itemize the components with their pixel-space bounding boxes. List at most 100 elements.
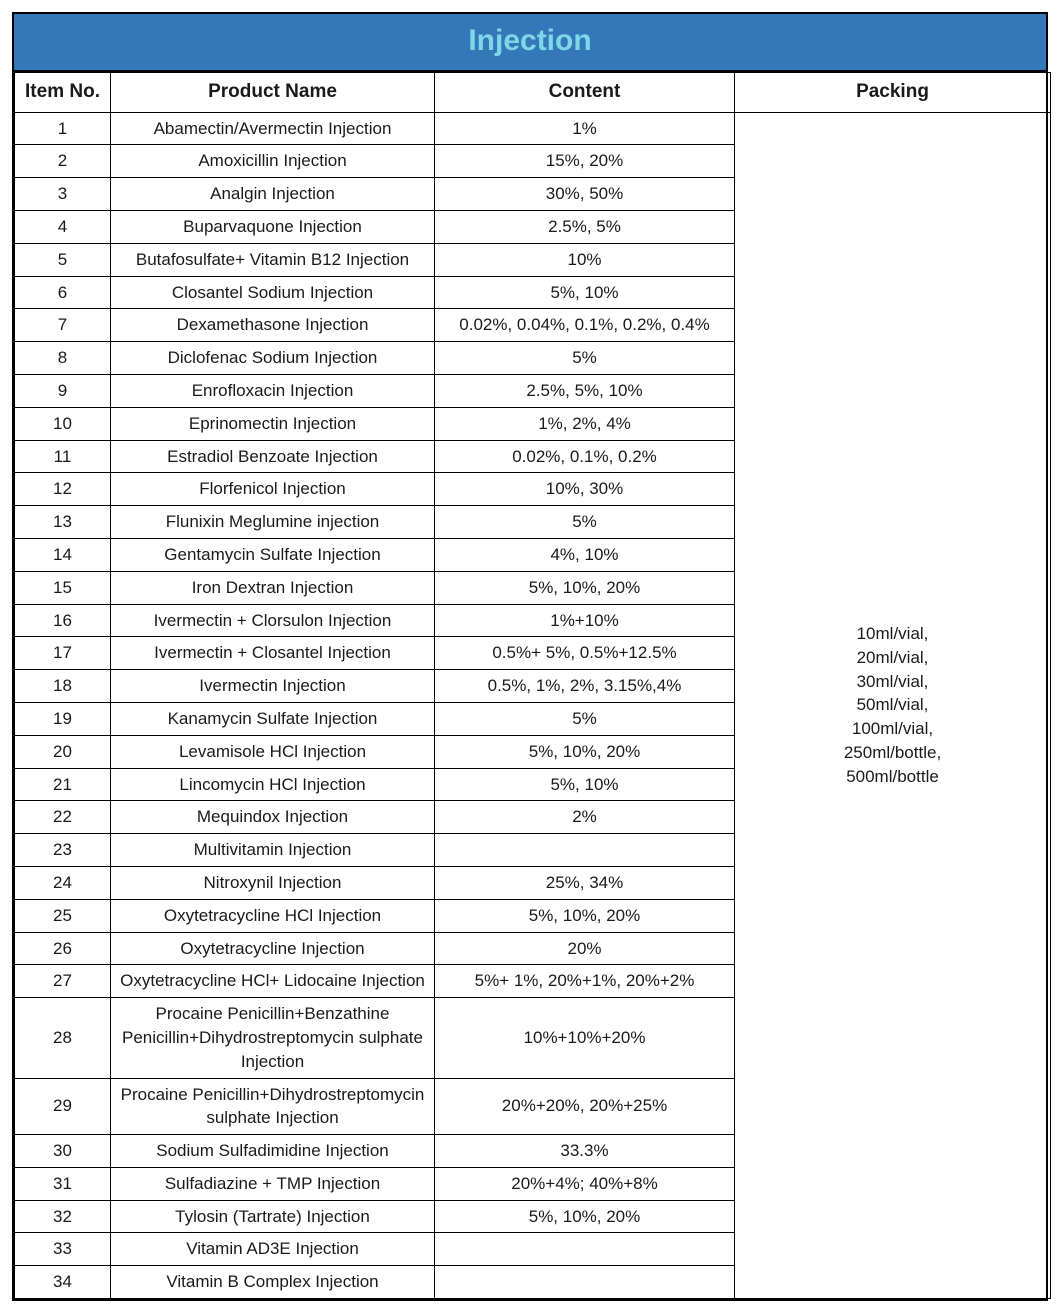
cell-product-name: Oxytetracycline HCl Injection (111, 899, 435, 932)
cell-content: 5% (435, 506, 735, 539)
cell-item-no: 4 (15, 210, 111, 243)
cell-content: 5% (435, 702, 735, 735)
cell-item-no: 7 (15, 309, 111, 342)
col-header-content: Content (435, 73, 735, 113)
cell-content: 5%, 10%, 20% (435, 735, 735, 768)
cell-item-no: 5 (15, 243, 111, 276)
col-header-product-name: Product Name (111, 73, 435, 113)
cell-content: 5%, 10%, 20% (435, 899, 735, 932)
cell-product-name: Ivermectin + Clorsulon Injection (111, 604, 435, 637)
cell-content (435, 834, 735, 867)
cell-item-no: 27 (15, 965, 111, 998)
cell-content: 10%, 30% (435, 473, 735, 506)
cell-product-name: Closantel Sodium Injection (111, 276, 435, 309)
cell-product-name: Vitamin AD3E Injection (111, 1233, 435, 1266)
cell-item-no: 30 (15, 1135, 111, 1168)
cell-content: 20%+20%, 20%+25% (435, 1078, 735, 1135)
cell-content: 5%+ 1%, 20%+1%, 20%+2% (435, 965, 735, 998)
cell-product-name: Sodium Sulfadimidine Injection (111, 1135, 435, 1168)
table-row: 1Abamectin/Avermectin Injection1%10ml/vi… (15, 112, 1051, 145)
cell-item-no: 2 (15, 145, 111, 178)
cell-content: 2.5%, 5%, 10% (435, 374, 735, 407)
cell-product-name: Vitamin B Complex Injection (111, 1266, 435, 1299)
cell-item-no: 17 (15, 637, 111, 670)
cell-item-no: 8 (15, 342, 111, 375)
cell-product-name: Procaine Penicillin+Benzathine Penicilli… (111, 998, 435, 1078)
cell-content: 5%, 10%, 20% (435, 571, 735, 604)
cell-content (435, 1233, 735, 1266)
cell-content: 2% (435, 801, 735, 834)
cell-item-no: 6 (15, 276, 111, 309)
cell-item-no: 13 (15, 506, 111, 539)
cell-content: 1%+10% (435, 604, 735, 637)
cell-item-no: 19 (15, 702, 111, 735)
cell-content: 2.5%, 5% (435, 210, 735, 243)
cell-content: 0.02%, 0.1%, 0.2% (435, 440, 735, 473)
cell-item-no: 10 (15, 407, 111, 440)
cell-product-name: Gentamycin Sulfate Injection (111, 538, 435, 571)
cell-product-name: Oxytetracycline HCl+ Lidocaine Injection (111, 965, 435, 998)
cell-item-no: 15 (15, 571, 111, 604)
cell-product-name: Levamisole HCl Injection (111, 735, 435, 768)
cell-product-name: Nitroxynil Injection (111, 866, 435, 899)
table-title: Injection (14, 14, 1046, 72)
cell-product-name: Lincomycin HCl Injection (111, 768, 435, 801)
cell-content: 20%+4%; 40%+8% (435, 1167, 735, 1200)
cell-item-no: 32 (15, 1200, 111, 1233)
cell-product-name: Kanamycin Sulfate Injection (111, 702, 435, 735)
cell-item-no: 28 (15, 998, 111, 1078)
cell-product-name: Butafosulfate+ Vitamin B12 Injection (111, 243, 435, 276)
cell-item-no: 18 (15, 670, 111, 703)
cell-item-no: 1 (15, 112, 111, 145)
cell-product-name: Analgin Injection (111, 178, 435, 211)
cell-content: 5%, 10%, 20% (435, 1200, 735, 1233)
cell-item-no: 14 (15, 538, 111, 571)
cell-content: 5% (435, 342, 735, 375)
cell-product-name: Ivermectin + Closantel Injection (111, 637, 435, 670)
cell-content: 10% (435, 243, 735, 276)
injection-table-container: Injection Item No. Product Name Content … (12, 12, 1048, 1301)
cell-item-no: 12 (15, 473, 111, 506)
cell-item-no: 29 (15, 1078, 111, 1135)
cell-content: 30%, 50% (435, 178, 735, 211)
cell-item-no: 11 (15, 440, 111, 473)
cell-product-name: Amoxicillin Injection (111, 145, 435, 178)
cell-content: 1% (435, 112, 735, 145)
cell-product-name: Ivermectin Injection (111, 670, 435, 703)
injection-table: Item No. Product Name Content Packing 1A… (14, 72, 1051, 1299)
cell-product-name: Oxytetracycline Injection (111, 932, 435, 965)
cell-product-name: Iron Dextran Injection (111, 571, 435, 604)
cell-content: 0.5%, 1%, 2%, 3.15%,4% (435, 670, 735, 703)
cell-product-name: Abamectin/Avermectin Injection (111, 112, 435, 145)
cell-item-no: 23 (15, 834, 111, 867)
cell-content: 20% (435, 932, 735, 965)
cell-product-name: Buparvaquone Injection (111, 210, 435, 243)
cell-product-name: Sulfadiazine + TMP Injection (111, 1167, 435, 1200)
cell-item-no: 34 (15, 1266, 111, 1299)
cell-content: 33.3% (435, 1135, 735, 1168)
cell-product-name: Diclofenac Sodium Injection (111, 342, 435, 375)
cell-packing: 10ml/vial, 20ml/vial, 30ml/vial, 50ml/vi… (735, 112, 1051, 1298)
cell-product-name: Enrofloxacin Injection (111, 374, 435, 407)
cell-product-name: Mequindox Injection (111, 801, 435, 834)
cell-item-no: 9 (15, 374, 111, 407)
cell-item-no: 25 (15, 899, 111, 932)
cell-content: 15%, 20% (435, 145, 735, 178)
cell-content (435, 1266, 735, 1299)
cell-item-no: 21 (15, 768, 111, 801)
cell-content: 5%, 10% (435, 768, 735, 801)
col-header-item-no: Item No. (15, 73, 111, 113)
table-body: 1Abamectin/Avermectin Injection1%10ml/vi… (15, 112, 1051, 1298)
cell-content: 0.02%, 0.04%, 0.1%, 0.2%, 0.4% (435, 309, 735, 342)
cell-item-no: 16 (15, 604, 111, 637)
cell-content: 4%, 10% (435, 538, 735, 571)
cell-item-no: 26 (15, 932, 111, 965)
cell-content: 5%, 10% (435, 276, 735, 309)
header-row: Item No. Product Name Content Packing (15, 73, 1051, 113)
cell-item-no: 24 (15, 866, 111, 899)
cell-item-no: 3 (15, 178, 111, 211)
cell-content: 0.5%+ 5%, 0.5%+12.5% (435, 637, 735, 670)
cell-product-name: Procaine Penicillin+Dihydrostreptomycin … (111, 1078, 435, 1135)
cell-product-name: Eprinomectin Injection (111, 407, 435, 440)
cell-content: 10%+10%+20% (435, 998, 735, 1078)
